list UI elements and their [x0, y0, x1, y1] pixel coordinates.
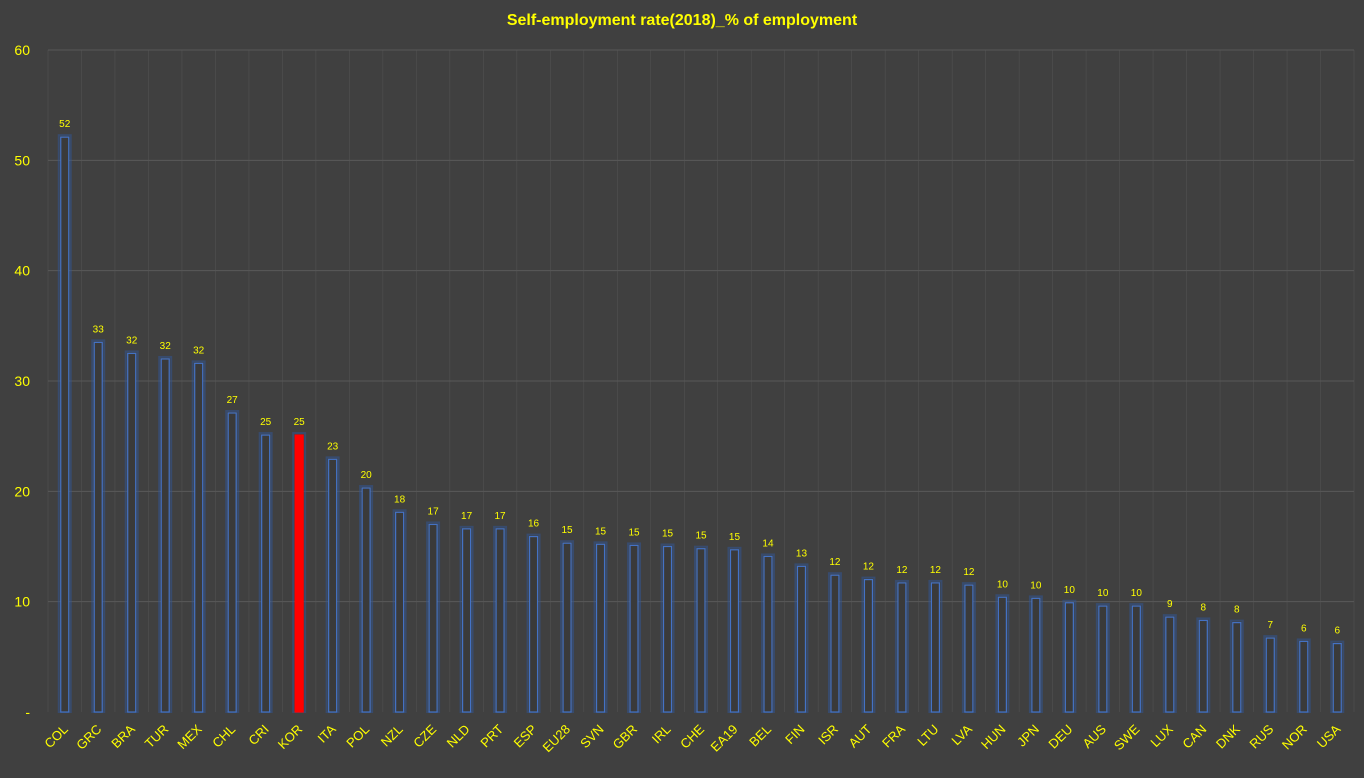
data-label: 52: [59, 119, 71, 130]
data-label: 12: [896, 565, 908, 576]
data-label: 32: [193, 345, 205, 356]
bar-aus: [1098, 605, 1108, 713]
data-label: 14: [762, 538, 774, 549]
data-label: 15: [695, 531, 707, 542]
bar-bel: [763, 555, 773, 713]
data-label: 15: [628, 527, 640, 538]
bar-esp: [528, 535, 539, 713]
data-label: 15: [595, 526, 607, 537]
data-label: 16: [528, 519, 540, 530]
data-label: 9: [1167, 599, 1173, 610]
bar-nzl: [395, 511, 405, 713]
data-label: 15: [729, 532, 741, 543]
bar-bra: [127, 352, 137, 713]
data-label: 17: [428, 506, 440, 517]
data-labels: 52 33 32 32 32 27 25 25 23 20 18 17 17 17 16 15 15 15 15 15…: [59, 119, 1340, 636]
bar-lux: [1165, 616, 1175, 713]
bar-ltu: [930, 582, 941, 713]
bar-nor: [1299, 640, 1309, 713]
bar-svn: [595, 543, 606, 713]
bar-gbr: [629, 544, 639, 713]
data-label: 12: [963, 567, 975, 578]
data-label: 17: [495, 511, 507, 522]
bar-chl: [227, 412, 237, 713]
y-tick-label: 10: [14, 594, 30, 610]
bar-rus: [1265, 637, 1275, 713]
bar-grc: [93, 341, 103, 713]
data-label: 10: [1097, 588, 1109, 599]
y-tick-label: 30: [14, 373, 30, 389]
bar-col: [60, 136, 70, 713]
data-label: 10: [1030, 580, 1042, 591]
bar-ita: [328, 458, 338, 713]
y-tick-label: 50: [14, 152, 30, 168]
bar-isr: [830, 574, 840, 713]
bar-fra: [897, 582, 907, 713]
bar-cze: [428, 523, 438, 713]
data-label: 8: [1234, 605, 1240, 616]
data-label: 20: [361, 470, 373, 481]
chart-title: Self-employment rate(2018)_% of employme…: [507, 12, 858, 29]
bar-swe: [1131, 605, 1141, 713]
data-label: 32: [160, 341, 172, 352]
y-tick-label: 20: [14, 483, 30, 499]
data-label: 15: [662, 529, 674, 540]
data-label: 6: [1301, 623, 1307, 634]
y-tick-label: -: [25, 704, 30, 720]
data-label: 33: [93, 324, 105, 335]
bar-can: [1198, 619, 1208, 713]
data-label: 27: [227, 395, 239, 406]
data-label: 17: [461, 511, 473, 522]
data-label: 23: [327, 441, 339, 452]
bar-tur: [160, 358, 170, 713]
data-label: 25: [260, 417, 272, 428]
bar-lva: [964, 584, 974, 713]
bar-prt: [495, 528, 505, 713]
data-label: 25: [294, 417, 306, 428]
data-label: 12: [829, 557, 841, 568]
bar-pol: [361, 487, 371, 713]
bar-aut: [863, 578, 874, 713]
bar-hun: [997, 596, 1007, 713]
data-label: 18: [394, 494, 406, 505]
bar-usa: [1332, 642, 1342, 713]
bar-dnk: [1232, 622, 1242, 713]
bar-eu28: [562, 542, 572, 713]
y-tick-label: 40: [14, 263, 30, 279]
bar-che: [696, 548, 706, 713]
bar-highlight-kor: [294, 434, 304, 713]
bar-fin: [796, 565, 807, 713]
data-label: 12: [863, 562, 875, 573]
data-label: 32: [126, 335, 138, 346]
bar-ea19: [729, 549, 740, 713]
y-tick-label: 60: [14, 42, 30, 58]
bar-cri: [261, 434, 271, 713]
data-label: 8: [1201, 602, 1207, 613]
gridlines: [47, 49, 1355, 712]
bars: [57, 134, 1345, 714]
data-label: 7: [1268, 620, 1274, 631]
data-label: 10: [1131, 588, 1143, 599]
bar-jpn: [1031, 597, 1041, 713]
bar-nld: [461, 528, 472, 713]
bar-deu: [1064, 602, 1074, 713]
bar-irl: [662, 545, 673, 713]
y-axis-ticks: - 10 20 30 40 50 60: [14, 42, 30, 720]
data-label: 12: [930, 565, 942, 576]
data-label: 6: [1334, 626, 1340, 637]
data-label: 10: [997, 579, 1009, 590]
data-label: 10: [1064, 585, 1076, 596]
data-label: 15: [561, 525, 573, 536]
data-label: 13: [796, 548, 808, 559]
bar-mex: [194, 362, 204, 713]
